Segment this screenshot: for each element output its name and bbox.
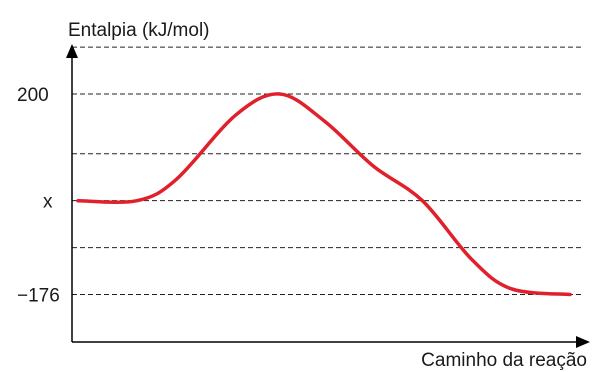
x-axis-label: Caminho da reação: [421, 350, 587, 371]
plot-area: [76, 92, 572, 297]
gridlines: [72, 46, 583, 296]
series-line-0: [76, 92, 572, 297]
y-axis-label: Entalpia (kJ/mol): [68, 20, 210, 41]
y-tick-label-1: x: [43, 192, 53, 213]
y-tick-labels: 200 x −176: [17, 85, 60, 307]
y-axis-arrow: [66, 44, 78, 58]
x-axis-arrow: [576, 336, 590, 348]
y-tick-label-0: 200: [17, 85, 49, 106]
y-tick-label-2: −176: [17, 286, 60, 307]
